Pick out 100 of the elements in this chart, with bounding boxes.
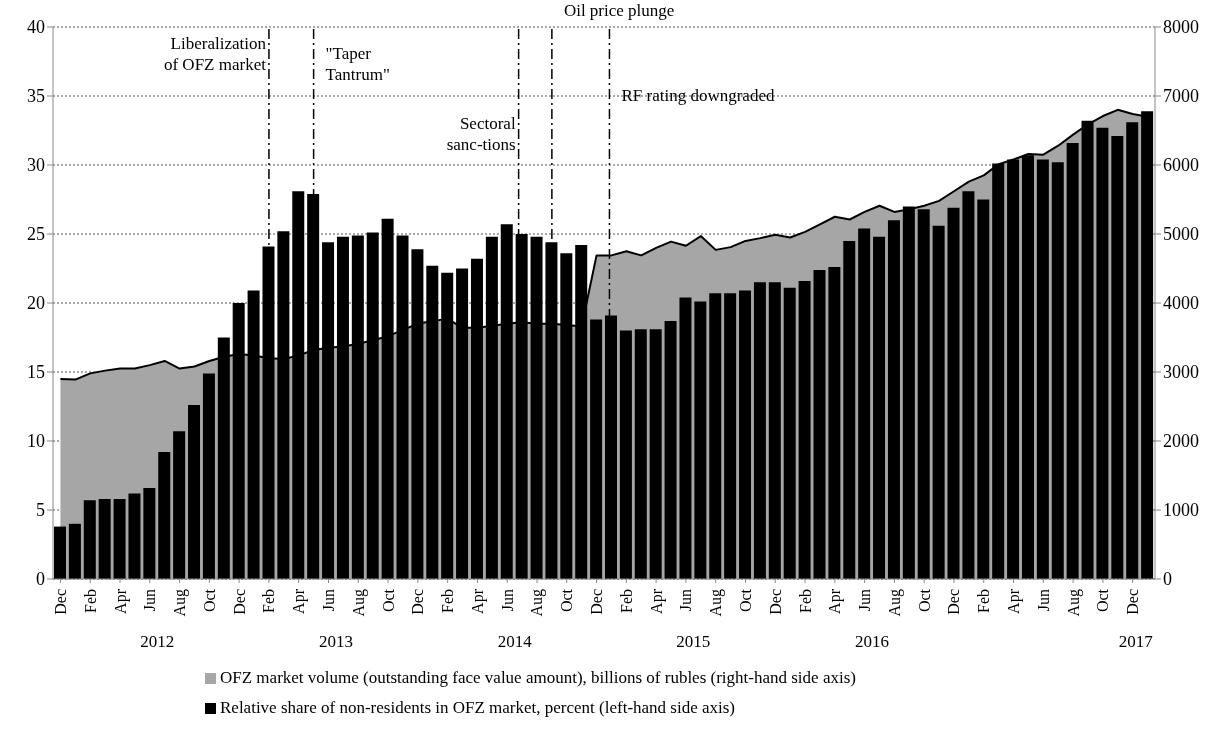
bar (887, 220, 900, 579)
legend-label: Relative share of non-residents in OFZ market, percent (left-hand side axis) (220, 697, 736, 719)
x-tick-label: Jun (1034, 589, 1052, 612)
bar (649, 329, 662, 579)
bar (113, 498, 126, 579)
x-tick-label: Oct (379, 588, 397, 613)
bar (724, 293, 737, 579)
legend-label: OFZ market volume (outstanding face value amount), billions of rubles (right-hand side axis) (220, 667, 856, 689)
x-tick-label: Dec (1124, 589, 1142, 615)
x2-tick-label: 2016 (854, 632, 891, 652)
x-tick-label: Jun (498, 589, 516, 612)
bar (798, 280, 811, 579)
bar (590, 319, 603, 579)
x-tick-label: Jun (856, 589, 874, 612)
ref-line-label: Liberalization of OFZ market (163, 34, 267, 74)
bar (783, 287, 796, 579)
y2-tick-label: 6000 (1163, 155, 1199, 176)
bar (858, 228, 871, 579)
y-tick-label: 40 (27, 17, 45, 38)
y-tick-label: 20 (27, 293, 45, 314)
x-tick-label: Aug (528, 589, 547, 617)
y2-tick-label: 5000 (1163, 224, 1199, 245)
x-tick-label: Dec (588, 589, 606, 615)
bar (202, 373, 215, 579)
x-tick-label: Aug (707, 589, 726, 617)
x-tick-label: Oct (1094, 588, 1112, 613)
x-tick-label: Jun (320, 589, 337, 612)
x-tick-label: Jun (677, 589, 695, 612)
x2-tick-label: 2015 (675, 632, 712, 652)
bar (664, 320, 677, 579)
y-tick-label: 15 (27, 362, 45, 383)
x-tick-label: Feb (439, 589, 457, 613)
bar (619, 330, 632, 579)
x-tick-label: Dec (766, 589, 784, 615)
ref-line-label: Sectoral sanc-tions (446, 114, 516, 154)
y-tick-label: 35 (27, 86, 45, 107)
x-tick-label: Apr (468, 588, 487, 614)
y-tick-label: 5 (36, 500, 45, 521)
x2-tick-label: 2017 (1117, 632, 1154, 652)
bar (173, 431, 186, 579)
x-tick-label: Feb (975, 589, 993, 613)
bar (1066, 142, 1079, 579)
ref-line-label: RF rating downgraded (621, 86, 775, 105)
bar (932, 225, 945, 579)
bar (1126, 122, 1139, 579)
x-tick-label: Oct (736, 588, 754, 613)
bar (143, 487, 156, 579)
bar (977, 199, 990, 579)
x-tick-label: Dec (945, 589, 963, 615)
bar (188, 405, 201, 579)
bar (1111, 136, 1124, 579)
bar (947, 207, 960, 579)
x-tick-label: Oct (915, 588, 933, 613)
x-tick-label: Aug (171, 589, 190, 617)
y-tick-label: 10 (27, 431, 45, 452)
x-tick-label: Aug (1064, 589, 1083, 617)
x-tick-label: Dec (409, 589, 427, 615)
x2-tick-label: 2012 (139, 632, 176, 652)
x-tick-label: Apr (826, 588, 845, 614)
x-tick-label: Apr (111, 588, 130, 614)
ref-line-label: "Taper Tantrum" (325, 44, 390, 84)
bar (158, 452, 171, 579)
x2-tick-label: 2013 (317, 632, 354, 652)
bar (694, 301, 707, 579)
bar (83, 500, 96, 579)
bar (873, 236, 886, 579)
bar (128, 493, 141, 579)
y2-tick-label: 0 (1163, 569, 1172, 590)
x-tick-label: Feb (796, 589, 814, 613)
bar (828, 267, 841, 579)
x-tick-label: Feb (617, 589, 635, 613)
x-tick-label: Aug (885, 589, 904, 617)
y2-tick-label: 7000 (1163, 86, 1199, 107)
x-tick-label: Oct (200, 588, 218, 613)
y-tick-label: 0 (36, 569, 45, 590)
x-tick-label: Feb (81, 589, 99, 613)
x-tick-label: Aug (349, 589, 368, 617)
bar (1036, 159, 1049, 579)
bar (98, 498, 111, 579)
bar (1096, 127, 1109, 579)
x-tick-label: Dec (230, 589, 248, 615)
bar (54, 526, 66, 579)
x-tick-label: Dec (51, 589, 69, 615)
y2-tick-label: 1000 (1163, 500, 1199, 521)
ref-line-label: Oil price plunge (563, 1, 675, 20)
x-tick-label: Apr (647, 588, 666, 614)
x-tick-label: Feb (260, 589, 278, 613)
x-tick-label: Apr (1005, 588, 1024, 614)
bar (634, 329, 647, 579)
bar (843, 240, 856, 579)
bar (739, 290, 752, 579)
bar (768, 282, 781, 579)
x-tick-label: Oct (558, 588, 576, 613)
bar (813, 269, 826, 579)
bar (679, 297, 692, 579)
bar (68, 523, 81, 579)
bar (753, 282, 766, 579)
y2-tick-label: 4000 (1163, 293, 1199, 314)
y2-tick-label: 2000 (1163, 431, 1199, 452)
x-tick-label: Apr (290, 588, 309, 614)
